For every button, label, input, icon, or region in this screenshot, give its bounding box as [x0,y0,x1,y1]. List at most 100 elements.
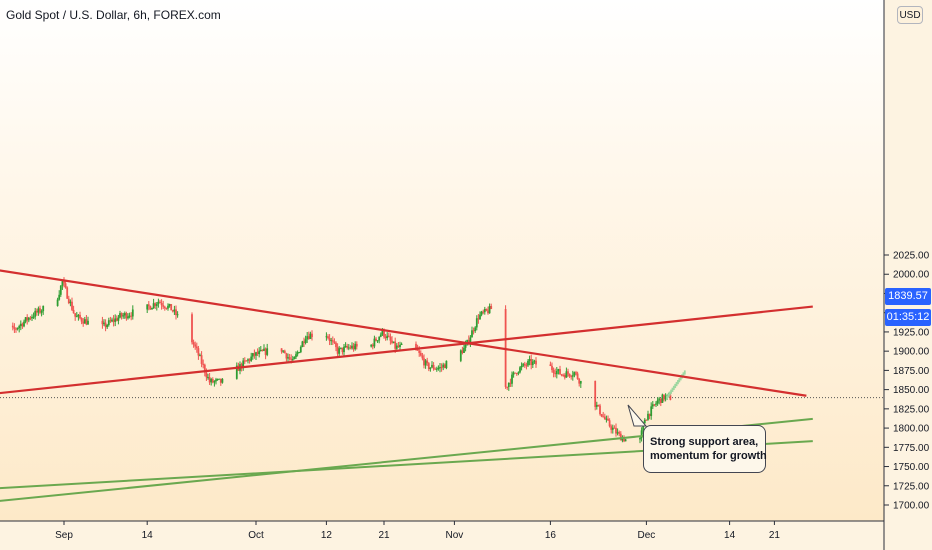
candle-body [474,327,477,332]
time-axis[interactable]: Sep 14 Oct 12 21 Nov 16 Dec 14 21 [55,521,780,541]
candle-body [647,413,649,420]
candle-body [603,416,606,420]
rising-trendline[interactable] [0,305,813,396]
candle-body [655,403,657,405]
candle-body [207,377,209,379]
candle-body [259,349,262,351]
candle-body [283,350,286,354]
candle-body [264,348,267,355]
price-tick-label: 1700.00 [893,501,930,512]
candle-body [103,322,105,325]
candle-body [258,350,261,355]
candle-body [299,346,302,353]
candle-body [378,336,381,341]
candle-body [464,344,467,348]
candle-body [527,360,529,366]
annotation-callout[interactable]: Strong support area, momentum for growth [643,425,767,473]
candle-body [66,287,69,299]
candle-body [248,359,251,361]
candle-body [429,367,432,370]
time-tick-label: 14 [724,530,736,541]
candle-body [619,433,622,441]
resistance-trendline[interactable] [0,267,807,397]
candle-body [480,311,483,315]
candle-body [611,427,614,430]
candle-body [579,380,582,384]
price-tick-label: 1775.00 [893,443,930,454]
candle-body [173,309,176,312]
candle-body [471,330,473,338]
candle-body [58,294,61,300]
candle-body [509,382,512,384]
candle-body [384,336,387,339]
candle-body [427,363,430,370]
candle-body [159,301,161,303]
candle-body [352,345,355,350]
candle-body [235,365,238,379]
candle-body [18,326,21,329]
candle-body [459,350,462,361]
price-tick-label: 1800.00 [893,424,930,435]
candle-body [304,339,307,343]
candle-body [562,374,565,376]
candle-body [218,378,221,380]
candle-body [163,306,166,308]
candle-body [533,360,536,362]
candle-body [560,374,563,376]
candle-body [381,329,384,335]
candle-body [535,360,537,365]
candle-body [35,310,38,313]
price-tick-label: 1725.00 [893,481,930,492]
candle-body [266,348,269,355]
candle-body [354,343,357,350]
candle-body [240,364,243,369]
candle-body [642,423,645,431]
candle-body [469,337,472,344]
currency-button[interactable]: USD [897,6,923,24]
candle-body [170,304,173,311]
candle-body [191,314,193,343]
candle-body [67,298,70,304]
candle-body [215,379,217,382]
candle-body [162,305,165,307]
candle-body [253,353,256,356]
candle-body [71,301,73,310]
candle-body [77,314,80,317]
candle-body [616,432,619,434]
candle-body [242,360,245,369]
time-tick-label: 12 [321,530,333,541]
candle-body [343,346,345,353]
candle-body [386,335,389,339]
candle-body [554,373,557,375]
candle-body [250,356,253,361]
candle-body [615,427,617,434]
candle-body [522,363,525,366]
candle-body [595,404,598,407]
candle-body [151,308,153,310]
candle-body [154,303,157,306]
candle-body [658,398,661,401]
candle-body [551,366,553,371]
candle-body [570,376,573,378]
candle-body [75,316,78,318]
candle-body [32,316,35,318]
candle-body [245,360,248,362]
candle-body [72,309,75,314]
candle-body [115,318,118,321]
price-tick-label: 1825.00 [893,404,930,415]
candle-body [79,314,81,319]
candle-body [419,352,422,356]
projected-candle [674,383,677,389]
candle-body [568,373,571,377]
candle-body [650,406,653,417]
candle-body [421,355,424,359]
candle-body [472,330,475,332]
time-tick-label: 16 [545,530,557,541]
candle-body [597,404,600,406]
candle-body [445,360,448,369]
candle-body [371,344,374,347]
candle-body [392,341,395,343]
candle-body [602,416,605,418]
